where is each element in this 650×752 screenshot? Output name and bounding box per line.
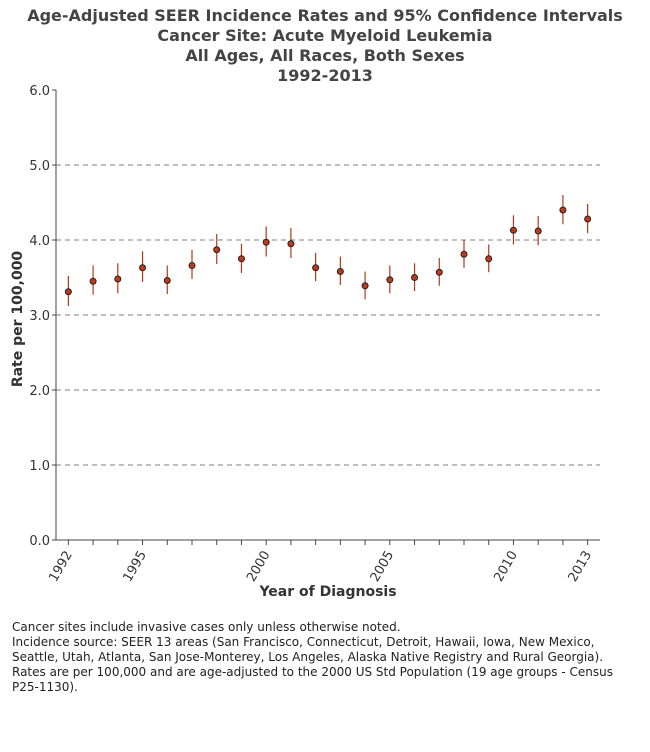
x-tick-label: 1992 xyxy=(46,549,76,585)
footnote-source: Incidence source: SEER 13 areas (San Fra… xyxy=(12,635,604,664)
grid-lines xyxy=(56,164,600,466)
rate-point xyxy=(361,282,369,290)
rate-point xyxy=(64,288,72,296)
rate-point xyxy=(584,215,592,223)
x-tick-label: 2010 xyxy=(491,549,521,585)
rate-point xyxy=(460,250,468,258)
x-tick-label: 2000 xyxy=(244,549,274,585)
y-tick-label: 1.0 xyxy=(29,459,50,474)
rate-point xyxy=(534,227,542,235)
data-points xyxy=(64,195,592,306)
y-tick-labels: 0.0 1.0 2.0 3.0 4.0 5.0 6.0 xyxy=(29,84,50,549)
y-tick-label: 4.0 xyxy=(29,234,50,249)
rate-point xyxy=(336,268,344,275)
chart-subtitle-population: All Ages, All Races, Both Sexes xyxy=(185,46,465,65)
y-tick-label: 5.0 xyxy=(29,159,50,174)
rate-point xyxy=(559,206,567,214)
rate-point xyxy=(163,277,171,284)
rate-point xyxy=(485,255,493,263)
chart-area: 0.0 1.0 2.0 3.0 4.0 5.0 6.0 1992 1995 2000 2005 20… xyxy=(10,84,600,600)
y-tick-label: 0.0 xyxy=(29,534,50,549)
chart-subtitle-years: 1992-2013 xyxy=(277,66,373,85)
chart-subtitle-site: Cancer Site: Acute Myeloid Leukemia xyxy=(157,26,493,45)
x-tick-labels: 1992 1995 2000 2005 2010 2013 xyxy=(46,549,595,585)
footnote-invasive: Cancer sites include invasive cases only… xyxy=(12,620,401,634)
y-axis-title: Rate per 100,000 xyxy=(10,251,26,388)
rate-point xyxy=(287,240,295,248)
axes xyxy=(52,89,600,545)
y-tick-label: 3.0 xyxy=(29,309,50,324)
rate-point xyxy=(312,264,320,272)
rate-point xyxy=(411,274,419,281)
x-tick-label: 1995 xyxy=(120,549,150,585)
x-tick-label: 2013 xyxy=(566,549,596,585)
chart-title-block: Age-Adjusted SEER Incidence Rates and 95… xyxy=(0,6,650,86)
rate-point xyxy=(262,238,270,246)
rate-point xyxy=(213,246,221,254)
rate-point xyxy=(114,275,122,283)
rate-point xyxy=(509,226,517,234)
rate-point xyxy=(188,262,196,269)
y-tick-label: 2.0 xyxy=(29,384,50,399)
chart-title: Age-Adjusted SEER Incidence Rates and 95… xyxy=(27,6,623,25)
x-axis-title: Year of Diagnosis xyxy=(258,584,396,600)
rate-point xyxy=(237,255,245,263)
footnote-rates: Rates are per 100,000 and are age-adjust… xyxy=(12,665,613,694)
x-tick-label: 2005 xyxy=(368,549,398,585)
y-tick-label: 6.0 xyxy=(29,84,50,99)
footnotes: Cancer sites include invasive cases only… xyxy=(12,620,638,695)
rate-point xyxy=(386,276,394,284)
rate-point xyxy=(139,264,147,272)
rate-point xyxy=(89,277,97,285)
rate-point xyxy=(435,268,443,276)
